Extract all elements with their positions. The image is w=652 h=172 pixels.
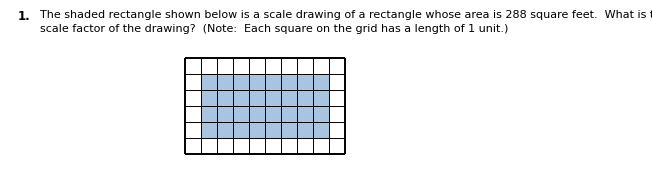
Text: The shaded rectangle shown below is a scale drawing of a rectangle whose area is: The shaded rectangle shown below is a sc… <box>40 10 652 20</box>
Bar <box>201 74 329 138</box>
Text: 1.: 1. <box>18 10 31 23</box>
Text: scale factor of the drawing?  (Note:  Each square on the grid has a length of 1 : scale factor of the drawing? (Note: Each… <box>40 24 509 34</box>
